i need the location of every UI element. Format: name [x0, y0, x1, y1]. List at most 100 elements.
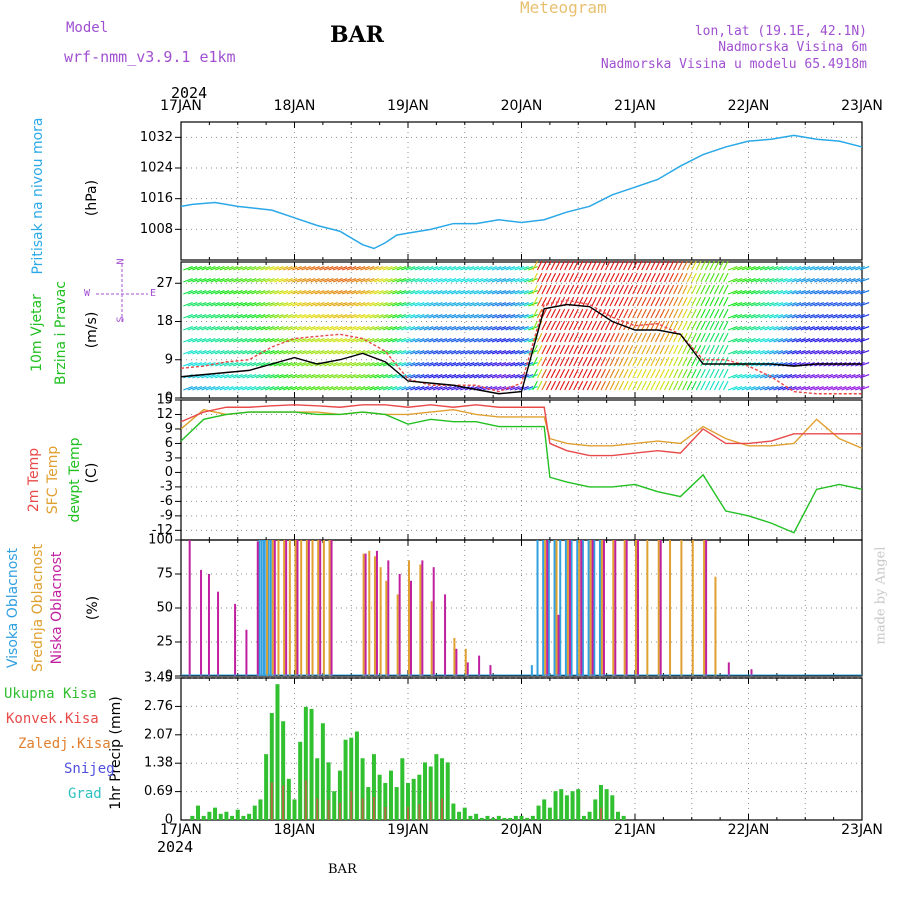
wind-barb	[695, 272, 702, 283]
wind-barb	[523, 338, 534, 343]
wind-barb	[723, 380, 729, 391]
cloud-high-bar	[536, 540, 539, 676]
wind-barb	[614, 320, 620, 331]
wind-barb	[192, 350, 202, 355]
wind-barb	[314, 386, 325, 391]
wind-barb	[859, 362, 870, 367]
wind-barb	[604, 308, 611, 319]
precip-conv-bar	[372, 796, 375, 820]
wind-barb	[396, 266, 407, 271]
wind-barb	[695, 332, 702, 343]
wind-barb	[573, 320, 579, 331]
wind-barb	[654, 332, 661, 343]
wind-barb	[586, 332, 593, 343]
wind-barb	[319, 266, 330, 271]
y-tick-label: 9	[165, 352, 173, 367]
wind-barb	[686, 356, 693, 367]
wind-barb	[373, 278, 384, 283]
wind-barb	[201, 362, 212, 367]
wind-barb	[387, 326, 398, 331]
wind-barb	[805, 302, 815, 307]
y-tick-label: 50	[156, 601, 173, 616]
wind-barb	[401, 350, 411, 355]
wind-barb	[455, 374, 466, 379]
cloud-mid-bar	[555, 540, 558, 676]
wind-barb	[455, 266, 466, 271]
wind-barb	[423, 362, 434, 367]
wind-barb	[827, 386, 838, 391]
wind-barb	[278, 266, 289, 271]
wind-barb	[391, 314, 402, 319]
wind-barb	[310, 350, 320, 355]
wind-barb	[773, 302, 784, 307]
wind-barb	[668, 284, 675, 295]
wind-barb	[532, 308, 538, 319]
wind-barb	[636, 284, 643, 295]
wind-barb	[419, 326, 429, 331]
wind-barb	[586, 272, 593, 283]
wind-barb	[464, 302, 475, 307]
wind-barb	[364, 362, 375, 367]
wind-barb	[664, 308, 670, 319]
wind-barb	[509, 386, 520, 391]
wind-barb	[682, 356, 688, 367]
wind-barb	[473, 290, 484, 295]
wind-barb	[746, 314, 756, 319]
wind-barb	[469, 386, 479, 391]
wind-barb	[214, 350, 225, 355]
wind-barb	[287, 278, 298, 283]
wind-barb	[287, 350, 298, 355]
wind-barb	[836, 326, 847, 331]
wind-barb	[791, 374, 802, 379]
wind-barb	[255, 314, 266, 319]
wind-barb	[441, 350, 452, 355]
wind-barb	[786, 338, 797, 343]
cloud-low-bar	[207, 574, 210, 676]
wind-barb	[351, 362, 361, 367]
wind-barb	[351, 302, 361, 307]
wind-barb	[795, 386, 806, 391]
wind-barb	[446, 302, 457, 307]
wind-barb	[691, 368, 697, 379]
wind-barb	[536, 272, 543, 283]
wind-barb	[841, 266, 852, 271]
precip-total-bar	[576, 789, 581, 820]
wind-barb	[323, 266, 334, 271]
wind-barbs-group	[183, 260, 870, 391]
precip-total-bar	[326, 762, 331, 820]
wind-barb	[314, 278, 325, 283]
wind-barb	[855, 290, 865, 295]
wind-barb	[573, 380, 579, 391]
cloud-low-bar	[188, 540, 191, 676]
wind-barb	[841, 278, 852, 283]
wind-barb	[627, 308, 634, 319]
wind-barb	[568, 320, 575, 331]
wind-barb	[237, 278, 248, 283]
wind-barb	[713, 332, 720, 343]
wind-barb	[786, 374, 797, 379]
wind-barb	[645, 344, 652, 355]
wind-barb	[718, 272, 725, 283]
wind-barb	[192, 290, 202, 295]
wind-barb	[296, 374, 307, 379]
wind-barb	[641, 320, 647, 331]
wind-barb	[255, 374, 266, 379]
wind-barb	[373, 362, 384, 367]
wind-barb	[419, 314, 429, 319]
wind-barb	[746, 374, 756, 379]
wind-barb	[296, 302, 307, 307]
cloud-low-bar	[330, 540, 333, 676]
wind-barb	[750, 302, 761, 307]
wind-barb	[677, 260, 684, 271]
wind-barb	[301, 290, 311, 295]
wind-barb	[677, 320, 684, 331]
wind-barb	[500, 278, 511, 283]
wind-barb	[636, 320, 643, 331]
wind-barb	[519, 302, 529, 307]
wind-barb	[768, 266, 779, 271]
wind-barb	[183, 326, 193, 331]
wind-barb	[460, 362, 470, 367]
wind-barb	[814, 386, 824, 391]
wind-barb	[273, 386, 284, 391]
wind-barb	[809, 266, 820, 271]
